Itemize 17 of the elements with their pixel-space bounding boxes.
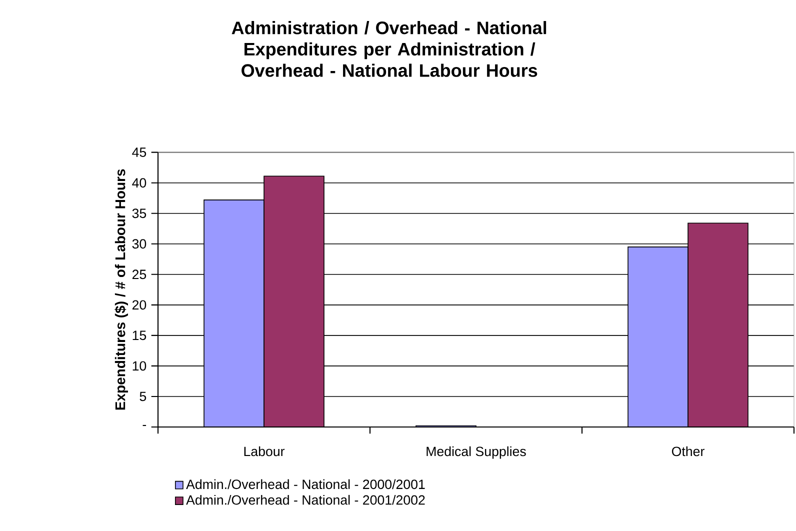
x-tick-label: Labour [244,446,285,456]
y-tick-label: - [142,424,146,426]
chart-title: Administration / Overhead - National Expenditures per Administration / Overhead - National Labour Hours [232,21,546,77]
y-axis-title: Expenditures ($) / # of Labour Hours [114,169,128,410]
y-tick-label: 30 [132,239,146,249]
y-tick-label: 40 [132,178,146,188]
y-tick-label: 20 [132,300,146,310]
y-tick-label: 5 [140,392,146,402]
legend-label: Admin./Overhead - National - 2001/2002 [186,494,425,505]
y-tick-label: 35 [132,208,146,218]
x-tick-label: Other [672,446,704,456]
y-tick-label: 15 [132,330,146,340]
y-tick-label: 10 [132,361,146,371]
x-tick-label: Medical Supplies [426,446,526,459]
y-tick-label: 25 [132,270,146,280]
legend-label: Admin./Overhead - National - 2000/2001 [186,479,425,490]
y-tick-label: 45 [132,148,146,157]
